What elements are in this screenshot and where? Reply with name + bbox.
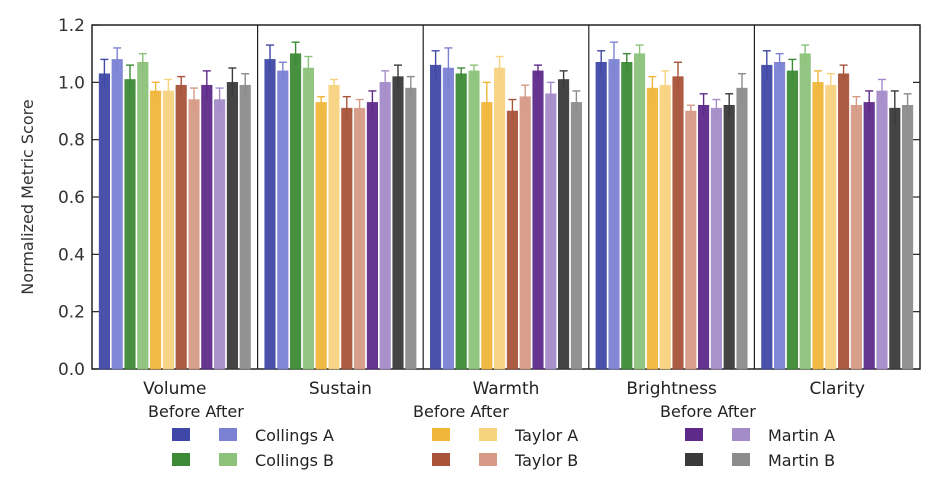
- y-tick-label: 1.2: [58, 16, 85, 36]
- bar: [302, 67, 314, 370]
- bar: [354, 107, 366, 370]
- bar: [442, 67, 454, 370]
- bar: [774, 62, 786, 370]
- bar: [494, 67, 506, 370]
- legend-swatch-after: [219, 453, 237, 466]
- legend-swatch-before: [432, 453, 450, 466]
- bar: [214, 99, 226, 370]
- bar: [175, 84, 187, 370]
- legend-label: Taylor B: [514, 451, 578, 470]
- bar: [341, 107, 353, 370]
- y-tick-label: 0.6: [58, 188, 85, 208]
- bar: [239, 84, 251, 370]
- bar: [315, 102, 327, 370]
- bar: [137, 62, 149, 370]
- bar: [621, 62, 633, 370]
- bar: [481, 102, 493, 370]
- bar: [889, 107, 901, 370]
- bar: [786, 70, 798, 370]
- bar: [723, 105, 735, 370]
- category-label: Brightness: [626, 379, 717, 399]
- bar: [710, 107, 722, 370]
- bar: [685, 110, 697, 370]
- legend-swatch-after: [479, 428, 497, 441]
- category-label: Warmth: [473, 379, 540, 399]
- bar: [162, 90, 174, 370]
- bar: [876, 90, 888, 370]
- y-axis-label: Normalized Metric Score: [18, 99, 37, 294]
- bar: [366, 102, 378, 370]
- legend-label: Collings A: [255, 426, 334, 445]
- legend-header: Before After: [148, 402, 244, 421]
- bar: [405, 87, 417, 370]
- bar: [799, 53, 811, 370]
- category-label: Sustain: [309, 379, 372, 399]
- bar: [595, 62, 607, 370]
- bar: [761, 64, 773, 370]
- legend-swatch-before: [432, 428, 450, 441]
- bar: [468, 70, 480, 370]
- bar: [430, 64, 442, 370]
- category-label: Clarity: [809, 379, 864, 399]
- bar: [379, 82, 391, 370]
- legend-label: Martin B: [768, 451, 835, 470]
- bar: [290, 53, 302, 370]
- legend-swatch-after: [219, 428, 237, 441]
- legend-swatch-before: [172, 453, 190, 466]
- bar: [124, 79, 136, 370]
- bar: [392, 76, 404, 370]
- legend-swatch-after: [732, 453, 750, 466]
- bar: [455, 73, 467, 370]
- legend-label: Taylor A: [514, 426, 578, 445]
- bar: [863, 102, 875, 370]
- legend-header: Before After: [660, 402, 756, 421]
- bar: [545, 93, 557, 370]
- bar: [634, 53, 646, 370]
- legend-swatch-before: [172, 428, 190, 441]
- bar: [570, 102, 582, 370]
- y-tick-label: 1.0: [58, 73, 85, 93]
- bar: [201, 84, 213, 370]
- bar: [277, 70, 289, 370]
- legend-label: Collings B: [255, 451, 334, 470]
- bar: [98, 73, 110, 370]
- bar: [608, 59, 620, 370]
- bar: [150, 90, 162, 370]
- legend-swatch-before: [685, 428, 703, 441]
- legend-swatch-after: [732, 428, 750, 441]
- bar: [659, 84, 671, 370]
- legend-label: Martin A: [768, 426, 835, 445]
- bar: [328, 84, 340, 370]
- bar: [838, 73, 850, 370]
- y-tick-label: 0.8: [58, 131, 85, 151]
- y-tick-label: 0.4: [58, 245, 85, 265]
- legend-header: Before After: [413, 402, 509, 421]
- bar: [558, 79, 570, 370]
- bar: [698, 105, 710, 370]
- bar: [672, 76, 684, 370]
- bar: [111, 59, 123, 370]
- bar: [736, 87, 748, 370]
- bar: [226, 82, 238, 370]
- bar: [188, 99, 200, 370]
- bar: [902, 105, 914, 370]
- bar: [532, 70, 544, 370]
- y-tick-label: 0.2: [58, 303, 85, 323]
- bar: [264, 59, 276, 370]
- bar: [506, 110, 518, 370]
- legend-swatch-before: [685, 453, 703, 466]
- bar: [850, 105, 862, 370]
- bar: [646, 87, 658, 370]
- bar: [812, 82, 824, 370]
- category-label: Volume: [143, 379, 206, 399]
- bar: [519, 96, 531, 370]
- legend-swatch-after: [479, 453, 497, 466]
- bar: [825, 84, 837, 370]
- y-tick-label: 0.0: [58, 360, 85, 380]
